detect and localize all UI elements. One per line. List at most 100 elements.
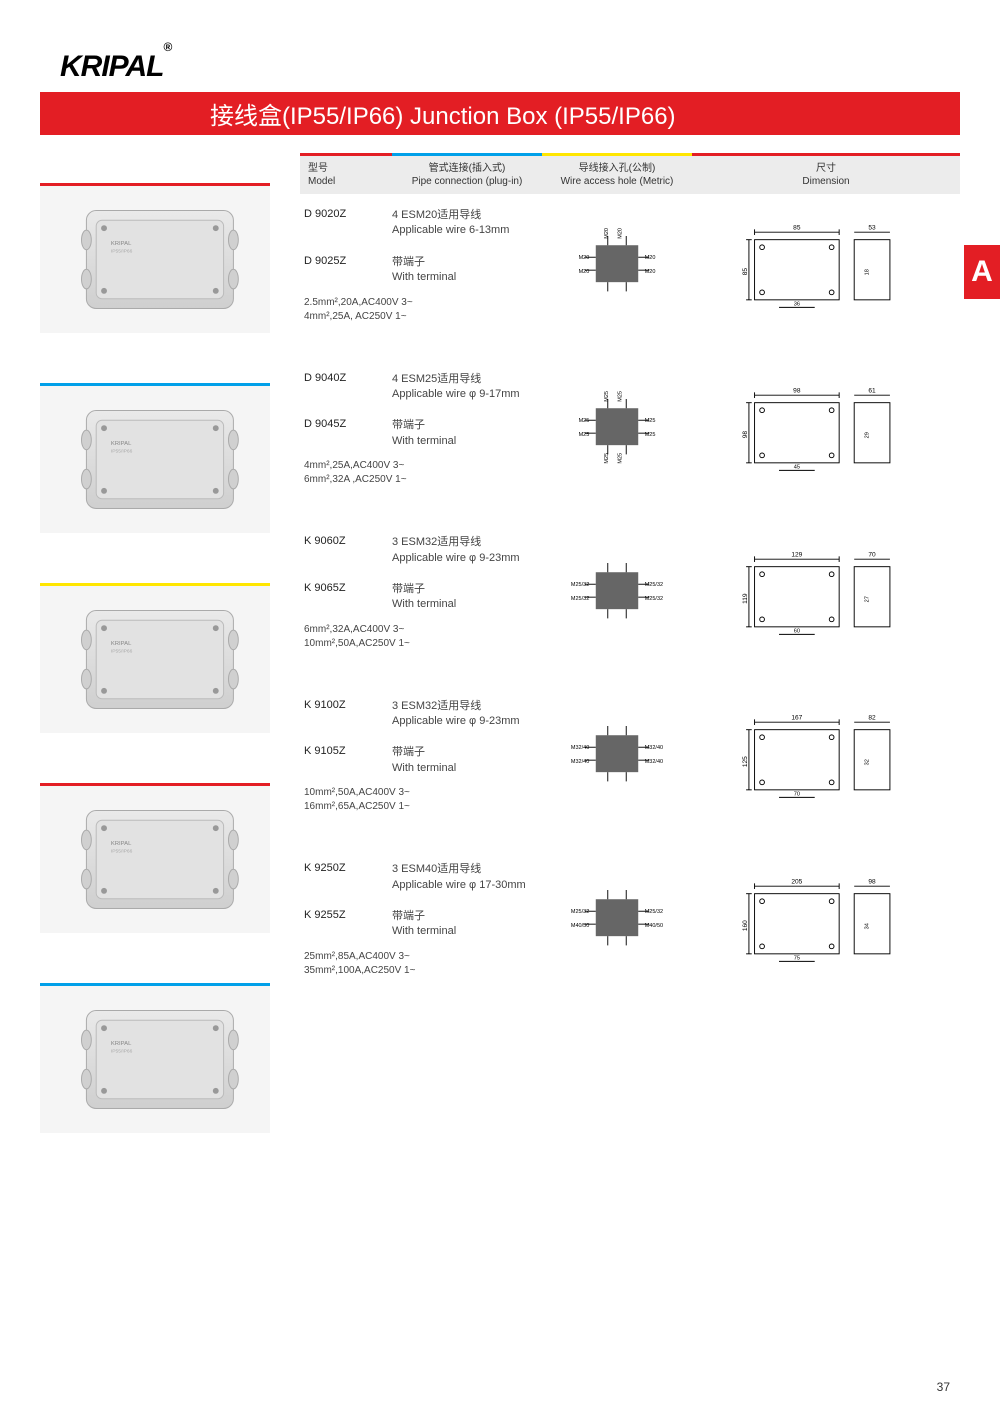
svg-text:29: 29 — [864, 432, 870, 438]
wire-access-diagram: M25/32M40/50M25/32M40/50 — [542, 862, 692, 978]
svg-text:KRIPAL: KRIPAL — [111, 841, 132, 847]
svg-text:M20: M20 — [579, 269, 590, 275]
model-code: K 9100Z — [304, 699, 392, 730]
section-tab: A — [964, 245, 1000, 299]
model-code: D 9040Z — [304, 372, 392, 403]
model-desc: 3 ESM32适用导线Applicable wire φ 9-23mm — [392, 699, 542, 730]
header-dimension: 尺寸Dimension — [692, 153, 960, 194]
svg-text:61: 61 — [868, 388, 876, 395]
header-model: 型号Model — [300, 153, 392, 194]
spec-line: 6mm²,32A,AC400V 3~10mm²,50A,AC250V 1~ — [304, 623, 542, 651]
svg-text:45: 45 — [794, 465, 800, 471]
svg-text:M20: M20 — [645, 269, 656, 275]
model-desc: 带端子With terminal — [392, 418, 542, 449]
dimension-diagram: 167 125 70 82 32 — [692, 699, 960, 815]
svg-text:M25: M25 — [645, 418, 656, 424]
svg-text:205: 205 — [791, 878, 802, 885]
svg-text:M25: M25 — [645, 432, 656, 438]
specifications-column: 型号Model 管式连接(插入式)Pipe connection (plug-i… — [300, 153, 960, 1183]
model-code: K 9255Z — [304, 909, 392, 940]
svg-text:85: 85 — [742, 267, 749, 275]
product-thumbnail: KRIPAL IP55/IP66 — [40, 383, 270, 533]
dimension-diagram: 85 85 36 53 18 — [692, 208, 960, 324]
product-spec-row: K 9060Z 3 ESM32适用导线Applicable wire φ 9-2… — [300, 521, 960, 685]
svg-text:M20: M20 — [618, 228, 624, 239]
svg-text:M32/40: M32/40 — [645, 759, 663, 765]
model-desc: 带端子With terminal — [392, 745, 542, 776]
svg-text:M25/32: M25/32 — [645, 582, 663, 588]
page-title-bar: 接线盒(IP55/IP66) Junction Box (IP55/IP66) — [40, 92, 960, 135]
spec-line: 25mm²,85A,AC400V 3~35mm²,100A,AC250V 1~ — [304, 950, 542, 978]
spec-line: 4mm²,25A,AC400V 3~6mm²,32A ,AC250V 1~ — [304, 459, 542, 487]
header-pipe: 管式连接(插入式)Pipe connection (plug-in) — [392, 153, 542, 194]
svg-text:KRIPAL: KRIPAL — [111, 641, 132, 647]
wire-access-diagram: M32/40M32/40M32/40M32/40 — [542, 699, 692, 815]
svg-text:70: 70 — [794, 792, 800, 798]
svg-text:125: 125 — [742, 756, 749, 767]
svg-text:M25/32: M25/32 — [571, 596, 589, 602]
svg-text:M25: M25 — [618, 391, 624, 402]
product-thumbnail: KRIPAL IP55/IP66 — [40, 783, 270, 933]
svg-text:KRIPAL: KRIPAL — [111, 241, 132, 247]
svg-text:KRIPAL: KRIPAL — [111, 441, 132, 447]
svg-text:KRIPAL: KRIPAL — [111, 1041, 132, 1047]
dimension-diagram: 129 119 60 70 27 — [692, 535, 960, 651]
svg-text:M25: M25 — [579, 418, 590, 424]
svg-text:M20: M20 — [645, 255, 656, 261]
spec-line: 2.5mm²,20A,AC400V 3~4mm²,25A, AC250V 1~ — [304, 296, 542, 324]
product-spec-row: D 9020Z 4 ESM20适用导线Applicable wire 6-13m… — [300, 194, 960, 358]
svg-text:M32/40: M32/40 — [645, 746, 663, 752]
model-code: K 9065Z — [304, 582, 392, 613]
product-spec-row: K 9100Z 3 ESM32适用导线Applicable wire φ 9-2… — [300, 685, 960, 849]
model-desc: 带端子With terminal — [392, 582, 542, 613]
svg-text:IP55/IP66: IP55/IP66 — [111, 1049, 133, 1055]
svg-text:M25: M25 — [579, 432, 590, 438]
svg-text:IP55/IP66: IP55/IP66 — [111, 849, 133, 855]
svg-text:M25/32: M25/32 — [645, 909, 663, 915]
wire-access-diagram: M20 M20 M20 M20 M20 M20 — [542, 208, 692, 324]
svg-text:98: 98 — [868, 878, 876, 885]
product-spec-row: K 9250Z 3 ESM40适用导线Applicable wire φ 17-… — [300, 848, 960, 1012]
model-code: K 9250Z — [304, 862, 392, 893]
svg-text:IP55/IP66: IP55/IP66 — [111, 449, 133, 455]
model-code: K 9105Z — [304, 745, 392, 776]
model-desc: 3 ESM32适用导线Applicable wire φ 9-23mm — [392, 535, 542, 566]
svg-text:82: 82 — [868, 715, 876, 722]
dimension-diagram: 98 98 45 61 29 — [692, 372, 960, 488]
svg-text:70: 70 — [868, 551, 876, 558]
svg-text:85: 85 — [793, 224, 801, 231]
svg-text:M25: M25 — [618, 453, 624, 464]
model-code: K 9060Z — [304, 535, 392, 566]
svg-text:M25/32: M25/32 — [571, 909, 589, 915]
svg-text:32: 32 — [864, 760, 870, 766]
svg-text:60: 60 — [794, 628, 800, 634]
brand-logo: KRIPAL® — [60, 50, 960, 84]
table-header: 型号Model 管式连接(插入式)Pipe connection (plug-i… — [300, 153, 960, 194]
model-desc: 4 ESM25适用导线Applicable wire φ 9-17mm — [392, 372, 542, 403]
svg-text:36: 36 — [794, 301, 800, 307]
svg-text:53: 53 — [868, 224, 876, 231]
model-code: D 9020Z — [304, 208, 392, 239]
model-desc: 带端子With terminal — [392, 255, 542, 286]
page-number: 37 — [937, 1380, 950, 1394]
svg-text:34: 34 — [864, 923, 870, 929]
product-thumbnail: KRIPAL IP55/IP66 — [40, 183, 270, 333]
svg-text:129: 129 — [791, 551, 802, 558]
svg-text:M32/40: M32/40 — [571, 746, 589, 752]
svg-text:18: 18 — [864, 269, 870, 275]
wire-access-diagram: M25/32M25/32M25/32M25/32 — [542, 535, 692, 651]
model-desc: 带端子With terminal — [392, 909, 542, 940]
svg-text:M20: M20 — [579, 255, 590, 261]
svg-text:98: 98 — [793, 388, 801, 395]
dimension-diagram: 205 160 75 98 34 — [692, 862, 960, 978]
product-thumbnails-column: KRIPAL IP55/IP66 KRIPAL IP55/IP66 — [40, 153, 300, 1183]
spec-line: 10mm²,50A,AC400V 3~16mm²,65A,AC250V 1~ — [304, 786, 542, 814]
wire-access-diagram: M25M25M25M25M25M25M25M25 — [542, 372, 692, 488]
header-wire: 导线接入孔(公制)Wire access hole (Metric) — [542, 153, 692, 194]
product-thumbnail: KRIPAL IP55/IP66 — [40, 583, 270, 733]
svg-text:IP55/IP66: IP55/IP66 — [111, 649, 133, 655]
svg-text:M25: M25 — [604, 453, 610, 464]
svg-text:M20: M20 — [604, 228, 610, 239]
svg-text:M40/50: M40/50 — [571, 923, 589, 929]
svg-text:27: 27 — [864, 596, 870, 602]
